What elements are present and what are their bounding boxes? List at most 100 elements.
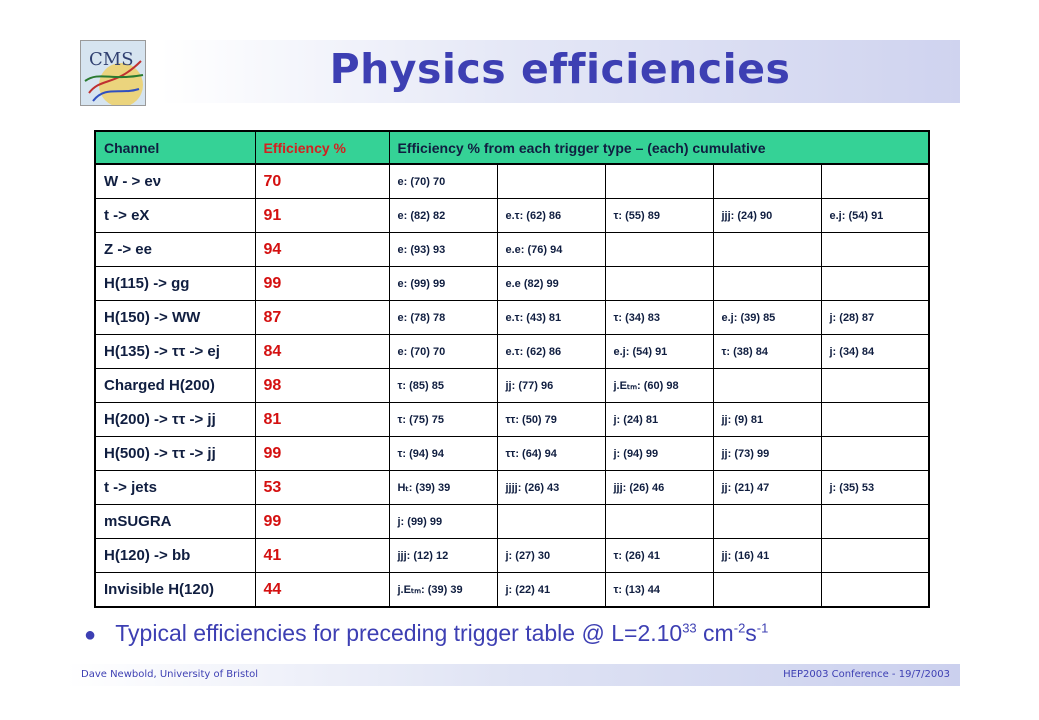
trigger-cell: j: (24) 81 [604, 402, 714, 437]
table-row: W - > eν 70 e: (70) 70 [94, 163, 930, 199]
trigger-cell: jj: (9) 81 [712, 402, 822, 437]
trigger-cell: jjjj: (26) 43 [496, 470, 606, 505]
trigger-cell: τ: (34) 83 [604, 300, 714, 335]
trigger-cell [820, 368, 930, 403]
efficiency-cell: 99 [254, 266, 390, 301]
trigger-cell: j: (27) 30 [496, 538, 606, 573]
trigger-cell: τ: (94) 94 [388, 436, 498, 471]
trigger-cell: Hₜ: (39) 39 [388, 470, 498, 505]
trigger-cell [820, 436, 930, 471]
bullet-unit-cm: cm [696, 620, 734, 646]
trigger-cell: e.e (82) 99 [496, 266, 606, 301]
trigger-cell: e: (99) 99 [388, 266, 498, 301]
trigger-cell: j: (34) 84 [820, 334, 930, 369]
trigger-cell: jj: (21) 47 [712, 470, 822, 505]
channel-cell: mSUGRA [94, 504, 256, 539]
efficiency-cell: 87 [254, 300, 390, 335]
header-channel: Channel [94, 130, 256, 165]
trigger-cell: τ: (85) 85 [388, 368, 498, 403]
page-title: Physics efficiencies [329, 45, 791, 93]
table-row: H(115) -> gg 99 e: (99) 99 e.e (82) 99 [94, 266, 930, 301]
trigger-cell: j: (99) 99 [388, 504, 498, 539]
channel-cell: H(120) -> bb [94, 538, 256, 573]
channel-cell: Z -> ee [94, 232, 256, 267]
trigger-cell [496, 504, 606, 539]
trigger-cell: e.e: (76) 94 [496, 232, 606, 267]
table-row: H(120) -> bb 41 jjj: (12) 12 j: (27) 30 τ: (… [94, 538, 930, 573]
trigger-cell [712, 368, 822, 403]
trigger-cell: τ: (13) 44 [604, 572, 714, 608]
efficiency-cell: 94 [254, 232, 390, 267]
trigger-cell: e.j: (39) 85 [712, 300, 822, 335]
table-row: Charged H(200) 98 τ: (85) 85 jj: (77) 96 j.E… [94, 368, 930, 403]
trigger-cell: e: (78) 78 [388, 300, 498, 335]
bullet-note: ● Typical efficiencies for preceding tri… [84, 620, 768, 647]
trigger-cell [604, 266, 714, 301]
trigger-cell: τ: (38) 84 [712, 334, 822, 369]
efficiency-cell: 53 [254, 470, 390, 505]
trigger-cell: e: (93) 93 [388, 232, 498, 267]
footer-conference: HEP2003 Conference - 19/7/2003 [783, 669, 950, 680]
efficiency-cell: 70 [254, 163, 390, 199]
efficiency-cell: 99 [254, 436, 390, 471]
efficiency-table-container: Channel Efficiency % Efficiency % from e… [94, 130, 930, 608]
channel-cell: W - > eν [94, 163, 256, 199]
table-row: H(500) -> ττ -> jj 99 τ: (94) 94 ττ: (64) 9… [94, 436, 930, 471]
table-row: H(135) -> ττ -> ej 84 e: (70) 70 e.τ: (62) … [94, 334, 930, 369]
efficiency-cell: 81 [254, 402, 390, 437]
table-row: Z -> ee 94 e: (93) 93 e.e: (76) 94 [94, 232, 930, 267]
trigger-cell [604, 232, 714, 267]
trigger-cell: jj: (16) 41 [712, 538, 822, 573]
efficiency-cell: 99 [254, 504, 390, 539]
trigger-cell [820, 538, 930, 573]
cms-logo-icon: CMS [81, 41, 145, 105]
trigger-cell: e: (70) 70 [388, 163, 498, 199]
trigger-cell: j.Eₜₘ: (60) 98 [604, 368, 714, 403]
channel-cell: H(200) -> ττ -> jj [94, 402, 256, 437]
cms-logo: CMS [80, 40, 146, 106]
table-row: t -> jets 53 Hₜ: (39) 39 jjjj: (26) 43 jjj: … [94, 470, 930, 505]
trigger-cell: jj: (77) 96 [496, 368, 606, 403]
channel-cell: H(500) -> ττ -> jj [94, 436, 256, 471]
trigger-cell [820, 163, 930, 199]
trigger-cell [712, 504, 822, 539]
table-header-row: Channel Efficiency % Efficiency % from e… [94, 130, 930, 165]
trigger-cell: τ: (55) 89 [604, 198, 714, 233]
trigger-cell: jjj: (24) 90 [712, 198, 822, 233]
trigger-cell: e: (82) 82 [388, 198, 498, 233]
bullet-unit-s: s [745, 620, 757, 646]
trigger-cell: e: (70) 70 [388, 334, 498, 369]
efficiency-table: Channel Efficiency % Efficiency % from e… [94, 130, 930, 608]
table-row: t -> eX 91 e: (82) 82 e.τ: (62) 86 τ: (55) 8… [94, 198, 930, 233]
trigger-cell [604, 504, 714, 539]
table-row: mSUGRA 99 j: (99) 99 [94, 504, 930, 539]
trigger-cell: e.τ: (62) 86 [496, 198, 606, 233]
trigger-cell [712, 266, 822, 301]
bullet-icon: ● [84, 624, 97, 646]
trigger-cell: j: (22) 41 [496, 572, 606, 608]
channel-cell: H(135) -> ττ -> ej [94, 334, 256, 369]
efficiency-cell: 84 [254, 334, 390, 369]
table-row: H(150) -> WW 87 e: (78) 78 e.τ: (43) 81 τ: (… [94, 300, 930, 335]
trigger-cell: e.j: (54) 91 [604, 334, 714, 369]
trigger-cell: j: (35) 53 [820, 470, 930, 505]
trigger-cell [604, 163, 714, 199]
trigger-cell: jjj: (26) 46 [604, 470, 714, 505]
channel-cell: Invisible H(120) [94, 572, 256, 608]
trigger-cell: τ: (75) 75 [388, 402, 498, 437]
trigger-cell: jjj: (12) 12 [388, 538, 498, 573]
table-row: Invisible H(120) 44 j.Eₜₘ: (39) 39 j: (22) … [94, 572, 930, 608]
trigger-cell: e.τ: (62) 86 [496, 334, 606, 369]
bullet-text: Typical efficiencies for preceding trigg… [115, 620, 683, 646]
trigger-cell: e.τ: (43) 81 [496, 300, 606, 335]
header-efficiency: Efficiency % [254, 130, 390, 165]
channel-cell: H(115) -> gg [94, 266, 256, 301]
footer-author: Dave Newbold, University of Bristol [81, 669, 259, 680]
efficiency-cell: 41 [254, 538, 390, 573]
trigger-cell [496, 163, 606, 199]
header-per-trigger: Efficiency % from each trigger type – (e… [388, 130, 930, 165]
bullet-exp-cm: -2 [733, 620, 746, 636]
trigger-cell [712, 232, 822, 267]
trigger-cell [712, 163, 822, 199]
channel-cell: t -> eX [94, 198, 256, 233]
